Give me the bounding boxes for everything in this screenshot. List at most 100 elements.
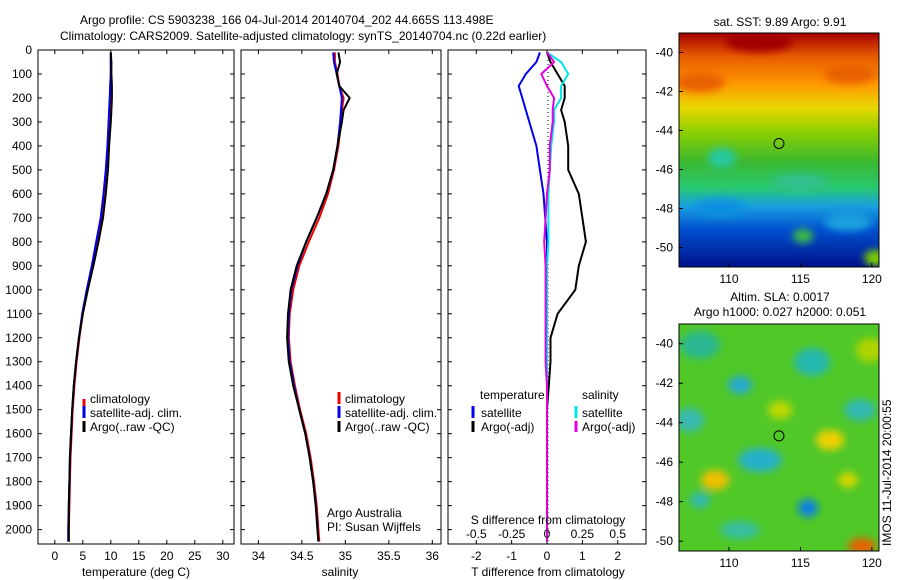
depth-tick-label: 1400 xyxy=(5,379,32,393)
series-line-argo-raw-qc- xyxy=(67,52,113,542)
salinity-panel: 34 34.5 35 35.5 36 climatology satellite-adj… xyxy=(240,49,442,579)
x-tick-label: 0 xyxy=(51,549,58,563)
salinity-lines xyxy=(286,52,351,542)
legend-argo-label: Argo(..raw -QC) xyxy=(345,420,430,434)
s-difference-label: S difference from climatology xyxy=(471,513,626,527)
temperature-panel-frame xyxy=(37,49,235,545)
lat-tick-label: -40 xyxy=(656,46,674,60)
lon-tick-label: 120 xyxy=(862,556,882,570)
legend-temperature-title: temperature xyxy=(480,388,545,402)
depth-tick-label: 1000 xyxy=(5,283,32,297)
x-tick-label: 15 xyxy=(132,549,146,563)
series-line-temperature-satellite xyxy=(517,52,548,542)
legend-t-argo-label: Argo(-adj) xyxy=(481,420,534,434)
depth-tick-label: 100 xyxy=(12,67,32,81)
x-tick-label: 35 xyxy=(339,549,353,563)
x-tick-label: -1 xyxy=(506,549,517,563)
series-line-salinity-argo-adj- xyxy=(540,51,556,542)
lon-tick-label: 110 xyxy=(719,272,738,286)
x-tick-label: 30 xyxy=(216,549,230,563)
depth-tick-label: 1800 xyxy=(5,475,32,489)
depth-tick-label: 1300 xyxy=(5,355,32,369)
s-tick-label: -0.5 xyxy=(466,527,487,541)
legend-climatology-label: climatology xyxy=(345,392,405,406)
header-line-1: Argo profile: CS 5903238_166 04-Jul-2014… xyxy=(80,13,493,27)
depth-tick-label: 800 xyxy=(12,235,32,249)
salinity-x-label: salinity xyxy=(322,565,359,579)
depth-tick-label: 1700 xyxy=(5,451,32,465)
depth-axis: 0 100 200 300 400 500 600 700 800 900 1000 1100 1200… xyxy=(5,43,32,537)
depth-tick-label: 500 xyxy=(12,163,32,177)
argo-float-marker xyxy=(773,137,785,149)
difference-x-axis: -2 -1 0 1 2 xyxy=(471,50,621,563)
lat-tick-label: -50 xyxy=(656,241,674,255)
sla-map-subtitle: Argo h1000: 0.027 h2000: 0.051 xyxy=(694,305,866,319)
salinity-panel-frame xyxy=(240,49,442,545)
lat-tick-label: -46 xyxy=(656,455,674,469)
depth-tick-label: 1900 xyxy=(5,499,32,513)
salinity-legend: climatology satellite-adj. clim. Argo(..… xyxy=(337,392,437,434)
lon-tick-label: 115 xyxy=(791,556,810,570)
argo-australia-note: Argo Australia xyxy=(327,506,402,520)
series-line-satellite-adj-clim- xyxy=(287,52,343,542)
temperature-panel: 0100200300400500600700800900100011001200… xyxy=(5,43,235,579)
header-line-2: Climatology: CARS2009. Satellite-adjuste… xyxy=(60,29,546,43)
lat-tick-label: -46 xyxy=(656,163,674,177)
sst-map-frame xyxy=(678,32,880,268)
x-tick-label: 36 xyxy=(426,549,440,563)
x-tick-label: 10 xyxy=(104,549,118,563)
depth-tick-label: 900 xyxy=(12,259,32,273)
depth-tick-label: 400 xyxy=(12,139,32,153)
depth-tick-label: 600 xyxy=(12,187,32,201)
temperature-legend: climatology satellite-adj. clim. Argo(..… xyxy=(82,392,182,434)
t-difference-label: T difference from climatology xyxy=(471,565,625,579)
x-tick-label: 5 xyxy=(79,549,86,563)
sst-features xyxy=(679,33,879,266)
imos-timestamp: IMOS 11-Jul-2014 20:00:55 xyxy=(880,399,894,546)
s-tick-label: 0.25 xyxy=(571,527,595,541)
sst-map-panel: sat. SST: 9.89 Argo: 9.91 110 115 120 -40 -4… xyxy=(656,15,883,286)
sla-map-panel: Altim. SLA: 0.0017 Argo h1000: 0.027 h20… xyxy=(656,290,883,570)
legend-satellite-label: satellite-adj. clim. xyxy=(345,406,437,420)
lon-tick-label: 120 xyxy=(862,272,882,286)
x-tick-label: 34.5 xyxy=(290,549,314,563)
legend-satellite-label: satellite-adj. clim. xyxy=(90,406,182,420)
x-tick-label: 1 xyxy=(579,549,586,563)
sla-features xyxy=(679,331,879,551)
sla-field xyxy=(679,324,879,551)
argo-float-marker xyxy=(773,430,785,442)
temperature-x-axis: 0 5 10 15 20 25 30 xyxy=(51,50,230,563)
difference-panel: -2 -1 0 1 2 temperature satellite Argo(-adj)… xyxy=(447,49,647,579)
depth-tick-label: 1500 xyxy=(5,403,32,417)
depth-tick-label: 700 xyxy=(12,211,32,225)
x-tick-label: 0 xyxy=(544,549,551,563)
sla-map-title: Altim. SLA: 0.0017 xyxy=(730,290,830,304)
series-line-climatology xyxy=(287,52,345,542)
depth-tick-label: 1100 xyxy=(6,307,32,321)
legend-t-satellite-label: satellite xyxy=(481,406,522,420)
lat-tick-label: -50 xyxy=(656,534,674,548)
sla-map-frame xyxy=(678,323,880,552)
lat-tick-label: -42 xyxy=(656,376,674,390)
difference-legend: temperature satellite Argo(-adj) salinit… xyxy=(471,388,635,434)
lat-tick-label: -40 xyxy=(656,337,674,351)
depth-tick-label: 1600 xyxy=(5,427,32,441)
difference-lines xyxy=(517,51,587,542)
x-tick-label: 35.5 xyxy=(377,549,401,563)
x-tick-label: 20 xyxy=(160,549,174,563)
depth-tick-label: 200 xyxy=(12,91,32,105)
legend-s-satellite-label: satellite xyxy=(582,406,623,420)
s-tick-label: 0.5 xyxy=(609,527,626,541)
s-difference-tick-labels: -0.5 -0.25 0 0.25 0.5 xyxy=(466,527,626,541)
lat-tick-label: -48 xyxy=(656,202,674,216)
lon-tick-label: 115 xyxy=(791,272,810,286)
lat-tick-label: -48 xyxy=(656,495,674,509)
series-line-argo-raw-qc- xyxy=(286,52,351,542)
x-tick-label: -2 xyxy=(471,549,482,563)
salinity-x-axis: 34 34.5 35 35.5 36 xyxy=(252,50,440,563)
depth-tick-label: 2000 xyxy=(5,523,32,537)
legend-s-argo-label: Argo(-adj) xyxy=(582,420,635,434)
x-tick-label: 34 xyxy=(252,549,266,563)
lat-tick-label: -44 xyxy=(656,416,674,430)
depth-tick-label: 300 xyxy=(12,115,32,129)
